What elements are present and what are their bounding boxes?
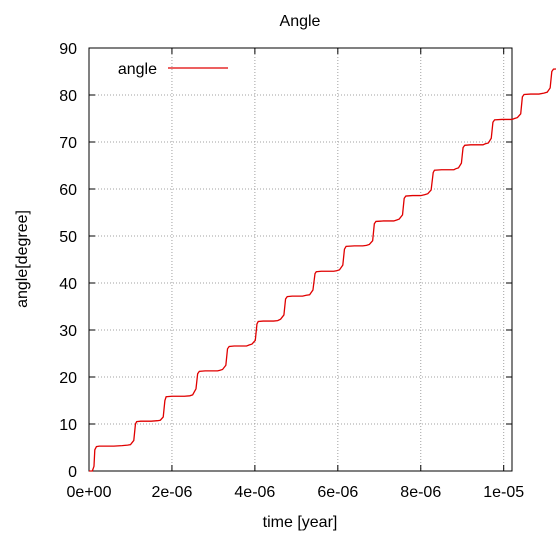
y-tick-labels: 0 10 20 30 40 50 60 70 80 90 bbox=[59, 41, 77, 481]
y-axis-label: angle[degree] bbox=[14, 210, 31, 308]
x-tick-label: 0e+00 bbox=[67, 484, 112, 501]
x-tick-label: 6e-06 bbox=[317, 484, 358, 501]
legend: angle bbox=[118, 61, 228, 78]
legend-label-angle: angle bbox=[118, 61, 157, 78]
y-tick-label: 70 bbox=[59, 135, 77, 152]
y-tick-label: 0 bbox=[68, 464, 77, 481]
y-tick-label: 50 bbox=[59, 229, 77, 246]
y-tick-label: 40 bbox=[59, 276, 77, 293]
x-tick-label: 1e-05 bbox=[483, 484, 524, 501]
plot-frame bbox=[88, 47, 513, 472]
chart-title: Angle bbox=[280, 13, 321, 30]
y-tick-label: 20 bbox=[59, 370, 77, 387]
y-tick-label: 80 bbox=[59, 88, 77, 105]
series-line-angle bbox=[89, 68, 556, 472]
x-tick-label: 8e-06 bbox=[400, 484, 441, 501]
x-tick-labels: 0e+00 2e-06 4e-06 6e-06 8e-06 1e-05 bbox=[67, 484, 525, 501]
y-tick-label: 30 bbox=[59, 323, 77, 340]
series-layer bbox=[89, 68, 556, 472]
x-tick-label: 4e-06 bbox=[234, 484, 275, 501]
y-tick-label: 60 bbox=[59, 182, 77, 199]
y-tick-label: 10 bbox=[59, 417, 77, 434]
y-tick-label: 90 bbox=[59, 41, 77, 58]
x-tick-label: 2e-06 bbox=[151, 484, 192, 501]
x-axis-label: time [year] bbox=[263, 514, 338, 531]
